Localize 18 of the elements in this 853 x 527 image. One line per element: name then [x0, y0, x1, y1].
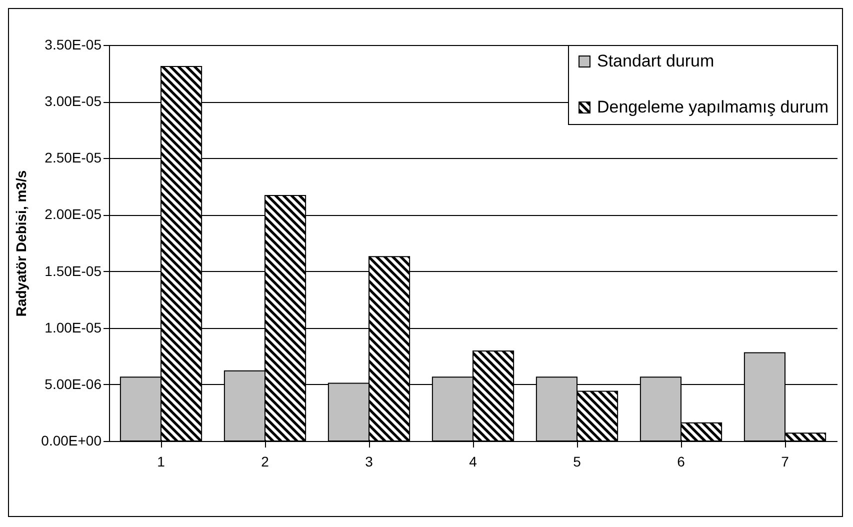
y-tick-label: 1.00E-05	[44, 319, 102, 336]
y-tick-label: 2.00E-05	[44, 206, 102, 222]
legend-label: Dengeleme yapılmamış durum	[597, 98, 828, 116]
x-tick-label: 7	[781, 454, 790, 470]
x-tick-label: 2	[261, 454, 270, 470]
y-tick-label: 3.50E-05	[44, 36, 102, 52]
x-tick-label: 4	[469, 454, 478, 470]
y-tick-label: 2.50E-05	[44, 150, 102, 166]
x-tick-label: 3	[365, 454, 374, 470]
y-tick-label: 3.00E-05	[44, 93, 102, 110]
x-tick-label: 6	[677, 454, 686, 470]
y-axis-title: Radyatör Debisi, m3/s	[13, 170, 30, 317]
y-tick-label: 0.00E+00	[41, 432, 102, 448]
legend-label: Standart durum	[597, 52, 714, 70]
x-tick-label: 5	[573, 454, 582, 470]
x-tick-label: 1	[157, 454, 166, 470]
y-tick-label: 1.50E-05	[44, 262, 102, 279]
y-tick-label: 5.00E-06	[44, 376, 102, 392]
